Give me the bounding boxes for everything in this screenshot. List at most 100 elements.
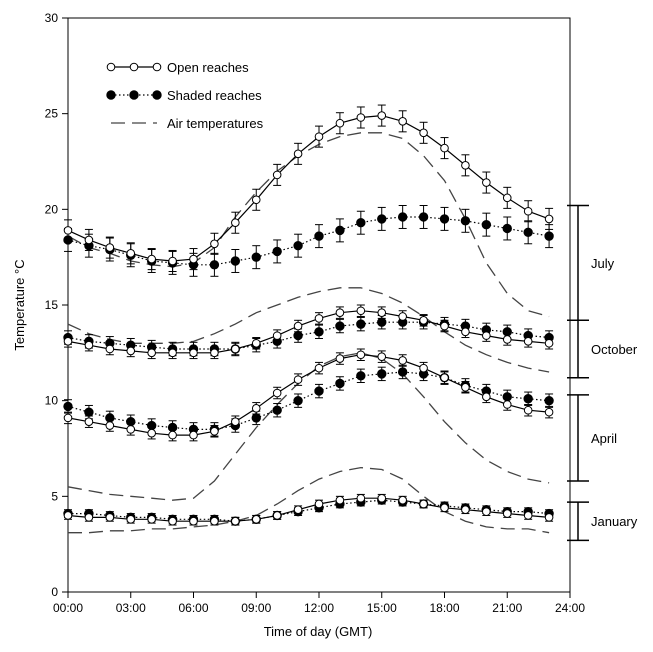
january-open-point (189, 516, 198, 526)
october-open-point (314, 314, 324, 323)
july-shaded-point (418, 212, 429, 222)
legend-open-marker (152, 62, 162, 72)
series-layer (63, 104, 554, 534)
october-shaded-point (314, 327, 324, 337)
october-open-point (356, 306, 366, 316)
july-shaded-point (544, 231, 554, 241)
season-brackets: July October April January (567, 204, 638, 542)
april-open-point (105, 421, 115, 430)
x-tick-label: 12:00 (304, 601, 334, 615)
july-open-point (440, 143, 449, 153)
x-axis: 00:00 03:00 06:00 09:00 12:00 15:00 18:00 21:00… (53, 592, 585, 615)
april-open-point (356, 350, 366, 360)
july-label: July (591, 256, 615, 271)
april-open-point (231, 417, 240, 427)
july-open-point (84, 235, 94, 245)
october-open-point (168, 348, 177, 358)
october-open-point (147, 348, 156, 358)
april-shaded-point (523, 394, 533, 404)
july-open-point (544, 214, 554, 224)
july-shaded-line (67, 216, 550, 266)
january-open-point (105, 513, 115, 522)
october-open-point (63, 337, 73, 346)
legend-open-marker (129, 62, 139, 72)
y-tick-label: 0 (51, 585, 58, 599)
april-open-point (168, 430, 177, 440)
april-open-point (293, 375, 303, 384)
april-shaded-point (167, 422, 178, 433)
april-shaded-point (544, 395, 554, 406)
january-open-point (335, 495, 345, 505)
october-open-point (189, 348, 198, 358)
january-open-point (147, 514, 156, 524)
april-open-point (272, 388, 282, 398)
april-shaded-point (146, 420, 157, 431)
january-open-point (84, 513, 94, 522)
july-shaded-point (335, 225, 345, 236)
january-open-point (251, 514, 261, 524)
october-open-point (377, 308, 387, 317)
july-open-point (377, 111, 387, 120)
july-shaded-point (272, 246, 282, 257)
october-open-point (461, 327, 470, 337)
july-shaded-point (439, 214, 450, 224)
x-tick-label: 18:00 (429, 601, 459, 615)
october-open-point (482, 331, 491, 340)
october-open-point (419, 316, 428, 325)
october-open-point (210, 348, 219, 358)
april-shaded-point (397, 367, 408, 377)
january-open-point (210, 516, 219, 526)
october-shaded-point (502, 327, 512, 337)
january-open-point (523, 511, 533, 520)
january-open-point (63, 511, 73, 520)
legend-open-marker (106, 62, 116, 72)
january-open-point (482, 507, 491, 516)
october-open-point (105, 344, 115, 354)
july-open-point (461, 161, 470, 170)
july-air-line (67, 132, 550, 318)
july-shaded-point (460, 216, 471, 226)
x-tick-label: 03:00 (116, 601, 146, 615)
april-shaded-point (377, 369, 387, 379)
october-open-point (335, 308, 345, 317)
july-shaded-point (377, 214, 387, 224)
july-shaded-point (481, 219, 492, 230)
october-label: October (591, 342, 638, 357)
april-open-point (210, 426, 219, 436)
april-open-point (440, 373, 449, 383)
january-open-point (377, 493, 387, 503)
april-open-line (67, 354, 550, 436)
april-shaded-point (126, 417, 136, 427)
x-tick-label: 09:00 (241, 601, 271, 615)
july-open-point (210, 239, 219, 249)
legend-shaded-marker (152, 90, 162, 100)
july-open-point (126, 249, 136, 258)
april-shaded-point (502, 392, 512, 402)
april-open-point (251, 404, 261, 413)
january-open-point (168, 516, 177, 526)
april-shaded-point (105, 413, 115, 423)
july-open-point (189, 254, 198, 264)
july-open-point (63, 226, 73, 235)
april-shaded-line (67, 371, 550, 430)
october-open-point (440, 321, 449, 331)
april-open-point (544, 407, 554, 417)
y-tick-label: 5 (51, 489, 58, 503)
january-open-point (398, 495, 407, 505)
april-open-point (523, 405, 533, 415)
july-open-point (293, 149, 303, 159)
january-open-point (314, 499, 324, 509)
y-tick-label: 20 (45, 202, 59, 216)
january-open-point (502, 509, 512, 518)
july-open-point (231, 218, 240, 228)
july-shaded-point (251, 252, 261, 262)
july-open-point (482, 178, 491, 187)
october-open-point (272, 331, 282, 340)
april-open-point (335, 354, 345, 363)
legend: Open reaches Shaded reaches Air temperatur… (106, 60, 264, 131)
october-open-point (398, 312, 407, 321)
october-air-line (67, 287, 550, 373)
legend-shaded-marker (129, 90, 139, 100)
october-shaded-point (293, 330, 303, 341)
